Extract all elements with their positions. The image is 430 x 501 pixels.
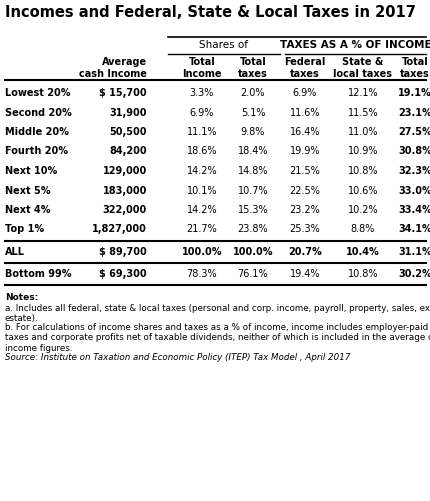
Text: 16.4%: 16.4% bbox=[289, 127, 319, 137]
Text: 21.7%: 21.7% bbox=[186, 224, 217, 234]
Text: 9.8%: 9.8% bbox=[240, 127, 264, 137]
Text: TAXES AS A % OF INCOME: TAXES AS A % OF INCOME bbox=[279, 40, 430, 50]
Text: 31,900: 31,900 bbox=[109, 107, 147, 117]
Text: 15.3%: 15.3% bbox=[237, 204, 268, 214]
Text: 11.6%: 11.6% bbox=[289, 107, 319, 117]
Text: 129,000: 129,000 bbox=[102, 166, 147, 176]
Text: 33.4%: 33.4% bbox=[397, 204, 430, 214]
Text: 14.2%: 14.2% bbox=[186, 204, 217, 214]
Text: Middle 20%: Middle 20% bbox=[5, 127, 69, 137]
Text: 6.9%: 6.9% bbox=[292, 88, 316, 98]
Text: 183,000: 183,000 bbox=[102, 185, 147, 195]
Text: 19.1%: 19.1% bbox=[397, 88, 430, 98]
Text: Fourth 20%: Fourth 20% bbox=[5, 146, 68, 156]
Text: 10.4%: 10.4% bbox=[345, 246, 379, 257]
Text: 11.0%: 11.0% bbox=[347, 127, 378, 137]
Text: Source: Institute on Taxation and Economic Policy (ITEP) Tax Model , April 2017: Source: Institute on Taxation and Econom… bbox=[5, 352, 350, 361]
Text: b. For calculations of income shares and taxes as a % of income, income includes: b. For calculations of income shares and… bbox=[5, 322, 430, 352]
Text: $ 89,700: $ 89,700 bbox=[99, 246, 147, 257]
Text: 18.6%: 18.6% bbox=[186, 146, 217, 156]
Text: 27.5%: 27.5% bbox=[397, 127, 430, 137]
Text: Top 1%: Top 1% bbox=[5, 224, 44, 234]
Text: a. Includes all federal, state & local taxes (personal and corp. income, payroll: a. Includes all federal, state & local t… bbox=[5, 304, 430, 323]
Text: Next 10%: Next 10% bbox=[5, 166, 57, 176]
Text: 11.5%: 11.5% bbox=[347, 107, 378, 117]
Text: 322,000: 322,000 bbox=[102, 204, 147, 214]
Text: 30.2%: 30.2% bbox=[397, 269, 430, 279]
Text: Next 4%: Next 4% bbox=[5, 204, 50, 214]
Text: 12.1%: 12.1% bbox=[347, 88, 378, 98]
Text: 34.1%: 34.1% bbox=[397, 224, 430, 234]
Text: Federal
taxes: Federal taxes bbox=[284, 57, 325, 79]
Text: 23.2%: 23.2% bbox=[289, 204, 319, 214]
Text: 14.2%: 14.2% bbox=[186, 166, 217, 176]
Text: 76.1%: 76.1% bbox=[237, 269, 268, 279]
Text: 14.8%: 14.8% bbox=[237, 166, 267, 176]
Text: 50,500: 50,500 bbox=[109, 127, 147, 137]
Text: 10.2%: 10.2% bbox=[347, 204, 378, 214]
Text: 100.0%: 100.0% bbox=[181, 246, 222, 257]
Text: $ 15,700: $ 15,700 bbox=[99, 88, 147, 98]
Text: 32.3%: 32.3% bbox=[397, 166, 430, 176]
Text: Second 20%: Second 20% bbox=[5, 107, 71, 117]
Text: Total
taxes: Total taxes bbox=[237, 57, 267, 79]
Text: Shares of: Shares of bbox=[199, 40, 248, 50]
Text: 21.5%: 21.5% bbox=[289, 166, 319, 176]
Text: 84,200: 84,200 bbox=[109, 146, 147, 156]
Text: 33.0%: 33.0% bbox=[397, 185, 430, 195]
Text: 11.1%: 11.1% bbox=[186, 127, 217, 137]
Text: 2.0%: 2.0% bbox=[240, 88, 264, 98]
Text: 23.1%: 23.1% bbox=[397, 107, 430, 117]
Text: 10.9%: 10.9% bbox=[347, 146, 378, 156]
Text: 6.9%: 6.9% bbox=[189, 107, 214, 117]
Text: 10.8%: 10.8% bbox=[347, 269, 378, 279]
Text: 78.3%: 78.3% bbox=[186, 269, 217, 279]
Text: Lowest 20%: Lowest 20% bbox=[5, 88, 71, 98]
Text: Bottom 99%: Bottom 99% bbox=[5, 269, 71, 279]
Text: 25.3%: 25.3% bbox=[289, 224, 319, 234]
Text: Total
Income: Total Income bbox=[182, 57, 221, 79]
Text: 10.1%: 10.1% bbox=[186, 185, 217, 195]
Text: 10.7%: 10.7% bbox=[237, 185, 268, 195]
Text: 3.3%: 3.3% bbox=[189, 88, 214, 98]
Text: Total
taxes: Total taxes bbox=[399, 57, 429, 79]
Text: 10.8%: 10.8% bbox=[347, 166, 378, 176]
Text: 8.8%: 8.8% bbox=[350, 224, 375, 234]
Text: 31.1%: 31.1% bbox=[397, 246, 430, 257]
Text: ALL: ALL bbox=[5, 246, 25, 257]
Text: 1,827,000: 1,827,000 bbox=[92, 224, 147, 234]
Text: 30.8%: 30.8% bbox=[397, 146, 430, 156]
Text: Incomes and Federal, State & Local Taxes in 2017: Incomes and Federal, State & Local Taxes… bbox=[5, 5, 415, 20]
Text: Next 5%: Next 5% bbox=[5, 185, 50, 195]
Text: State &
local taxes: State & local taxes bbox=[333, 57, 392, 79]
Text: Notes:: Notes: bbox=[5, 293, 38, 302]
Text: $ 69,300: $ 69,300 bbox=[99, 269, 147, 279]
Text: 10.6%: 10.6% bbox=[347, 185, 378, 195]
Text: Average
cash Income: Average cash Income bbox=[79, 57, 147, 79]
Text: 23.8%: 23.8% bbox=[237, 224, 268, 234]
Text: 5.1%: 5.1% bbox=[240, 107, 264, 117]
Text: 20.7%: 20.7% bbox=[288, 246, 321, 257]
Text: 100.0%: 100.0% bbox=[232, 246, 273, 257]
Text: 19.4%: 19.4% bbox=[289, 269, 319, 279]
Text: 19.9%: 19.9% bbox=[289, 146, 319, 156]
Text: 22.5%: 22.5% bbox=[289, 185, 319, 195]
Text: 18.4%: 18.4% bbox=[237, 146, 267, 156]
